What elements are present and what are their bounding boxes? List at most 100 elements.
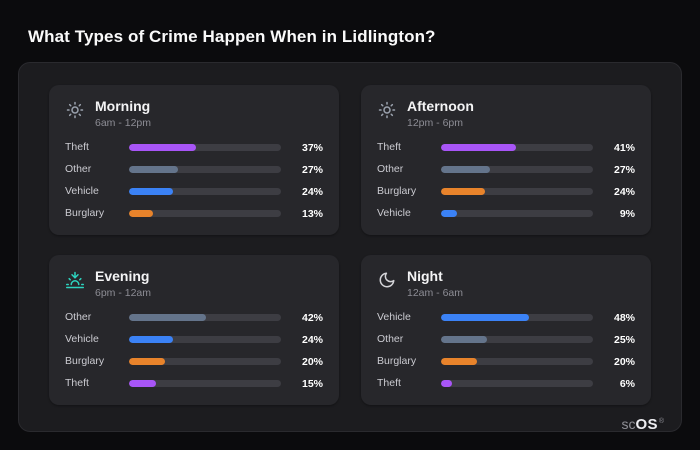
crime-percent: 24% [301,333,323,346]
card-title: Morning [95,98,151,114]
brand-prefix: sc [621,416,636,432]
crime-label: Theft [377,141,401,153]
scos-logo: sc OS ® [622,417,664,432]
crime-percent: 20% [613,355,635,368]
crime-rows: Other 42% Vehicle 24% Burglary 20% Theft… [65,311,323,390]
crime-label: Other [377,333,404,345]
crime-label: Vehicle [377,207,411,219]
crime-percent: 6% [619,377,635,390]
crime-bar [441,188,485,195]
bar-track [129,210,281,217]
crime-percent: 27% [301,163,323,176]
crime-percent: 48% [613,311,635,324]
crime-label: Theft [377,377,401,389]
sun-icon [65,100,85,120]
crime-label: Vehicle [65,185,99,197]
card-title: Night [407,268,443,284]
crime-percent: 27% [613,163,635,176]
crime-bar [441,166,491,173]
crime-rows: Vehicle 48% Other 25% Burglary 20% Theft… [377,311,635,390]
bar-track [441,314,593,321]
crime-percent: 41% [613,141,635,154]
crime-percent: 9% [619,207,635,220]
card-subtitle: 12am - 6am [407,287,464,299]
crime-label: Burglary [65,207,105,219]
crime-bar [129,144,197,151]
crime-row: Burglary 13% [65,207,323,220]
crime-bar [129,210,153,217]
crime-label: Burglary [377,355,417,367]
crime-row: Burglary 20% [65,355,323,368]
crime-bar [129,336,173,343]
card-header: Evening 6pm - 12am [65,268,323,299]
crime-row: Vehicle 24% [65,333,323,346]
time-card-evening: Evening 6pm - 12am Other 42% Vehicle 24%… [49,255,339,405]
crime-percent: 42% [301,311,323,324]
card-subtitle: 6am - 12pm [95,117,152,129]
crime-bar [441,358,478,365]
registered-mark: ® [658,418,664,425]
card-subtitle: 12pm - 6pm [407,117,464,129]
bar-track [441,188,593,195]
card-header: Morning 6am - 12pm [65,98,323,129]
crime-row: Other 42% [65,311,323,324]
crime-percent: 13% [301,207,323,220]
crime-bar [441,380,452,387]
card-header: Afternoon 12pm - 6pm [377,98,635,129]
bar-track [441,336,593,343]
bar-track [129,336,281,343]
crime-row: Vehicle 48% [377,311,635,324]
bar-track [129,144,281,151]
bar-track [441,144,593,151]
crime-row: Theft 15% [65,377,323,390]
card-title: Evening [95,268,150,284]
crime-bar [129,358,166,365]
crime-label: Theft [65,141,89,153]
crime-label: Other [65,311,92,323]
bar-track [129,380,281,387]
crime-label: Other [65,163,92,175]
bar-track [441,380,593,387]
card-heading-text: Afternoon 12pm - 6pm [407,98,474,129]
crime-label: Vehicle [65,333,99,345]
page-title: What Types of Crime Happen When in Lidli… [28,27,436,46]
crime-row: Theft 41% [377,141,635,154]
crime-bar [129,188,173,195]
bar-track [441,210,593,217]
crime-percent: 25% [613,333,635,346]
crime-bar [129,380,157,387]
crime-bar [129,314,206,321]
crime-bar [441,336,487,343]
crime-bar [441,314,529,321]
crime-percent: 20% [301,355,323,368]
crime-row: Vehicle 9% [377,207,635,220]
crime-row: Theft 37% [65,141,323,154]
crime-percent: 24% [613,185,635,198]
bar-track [129,166,281,173]
crime-row: Burglary 20% [377,355,635,368]
crime-percent: 24% [301,185,323,198]
time-card-afternoon: Afternoon 12pm - 6pm Theft 41% Other 27%… [361,85,651,235]
crime-row: Vehicle 24% [65,185,323,198]
crime-row: Other 27% [377,163,635,176]
brand-suffix: OS [635,416,658,433]
card-subtitle: 6pm - 12am [95,287,152,299]
bar-track [441,166,593,173]
time-card-morning: Morning 6am - 12pm Theft 37% Other 27% V… [49,85,339,235]
time-card-night: Night 12am - 6am Vehicle 48% Other 25% B… [361,255,651,405]
bar-track [441,358,593,365]
bar-track [129,188,281,195]
crime-label: Other [377,163,404,175]
card-heading-text: Evening 6pm - 12am [95,268,151,299]
card-heading-text: Morning 6am - 12pm [95,98,151,129]
crime-percent: 37% [301,141,323,154]
card-header: Night 12am - 6am [377,268,635,299]
crime-bar [441,144,516,151]
crime-bar [129,166,179,173]
crime-label: Burglary [65,355,105,367]
crime-label: Vehicle [377,311,411,323]
card-heading-text: Night 12am - 6am [407,268,463,299]
card-title: Afternoon [407,98,474,114]
crime-row: Other 27% [65,163,323,176]
crime-percent: 15% [301,377,323,390]
